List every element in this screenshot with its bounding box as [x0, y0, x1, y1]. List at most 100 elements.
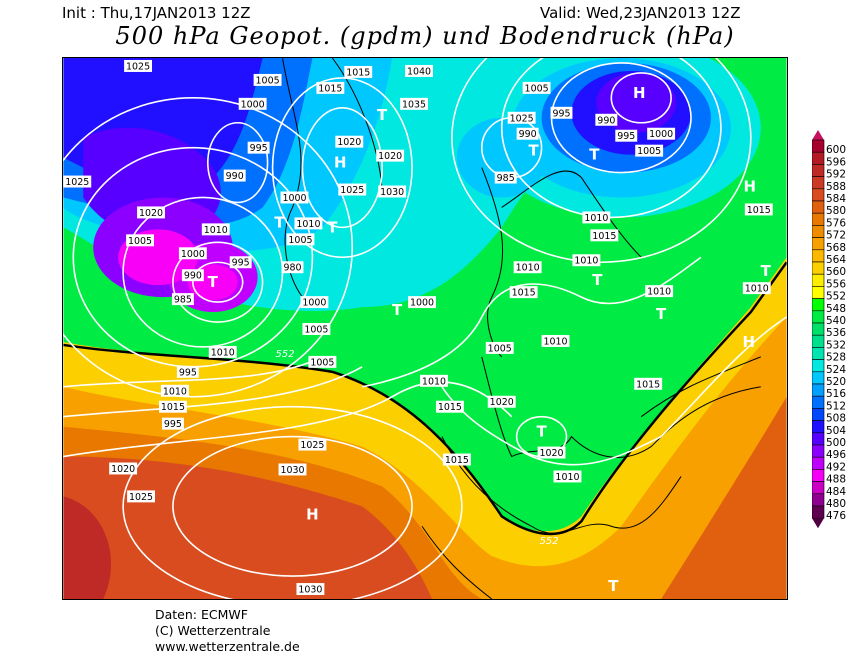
scale-label: 572 — [826, 230, 846, 242]
scale-swatch — [812, 469, 825, 482]
isobar-label-bg — [278, 463, 307, 476]
pressure-center-letter: T — [274, 213, 285, 231]
pressure-center-letter: H — [306, 505, 319, 523]
scale-swatch — [812, 212, 825, 226]
isobar-label-bg — [487, 395, 516, 408]
scale-label: 600 — [826, 144, 846, 156]
low-pressure-marker: T — [589, 146, 600, 164]
scale-label: 528 — [826, 352, 846, 364]
init-time: Init : Thu,17JAN2013 12Z — [62, 4, 251, 22]
isobar-label-text: 1025 — [65, 177, 89, 188]
pressure-center-letter: T — [327, 218, 338, 236]
isobar-label: 1005 — [635, 144, 664, 157]
isobar-label-text: 1015 — [445, 455, 469, 466]
isobar-label: 1025 — [127, 490, 155, 503]
scale-top-arrow — [812, 130, 824, 140]
isobar-label-text: 995 — [232, 258, 250, 269]
isobar-label: 990 — [223, 169, 246, 182]
isobar-label-bg — [400, 97, 428, 110]
scale-swatch — [812, 359, 825, 373]
isobar-label-bg — [550, 106, 573, 119]
isobar-label-text: 1020 — [111, 464, 135, 475]
isobar-label: 1025 — [124, 59, 153, 72]
pressure-center-letter: T — [589, 146, 600, 164]
scale-swatch — [812, 249, 825, 263]
isobar-label-text: 995 — [250, 143, 268, 154]
isobar-label: 1010 — [513, 261, 542, 274]
website-url[interactable]: www.wetterzentrale.de — [155, 639, 300, 654]
isobar-label-bg — [223, 169, 246, 182]
isobar-label: 1010 — [201, 223, 230, 236]
isobar-label: 980 — [281, 261, 304, 274]
isobar-label: 1010 — [582, 211, 611, 224]
isobar-label-bg — [201, 223, 230, 236]
isobar-label: 1030 — [296, 583, 325, 596]
isobar-label-bg — [335, 135, 364, 148]
pressure-center-letter: H — [633, 84, 646, 102]
isobar-label-bg — [742, 282, 771, 295]
isobar-label: 1025 — [298, 438, 327, 451]
isobar-label-text: 1015 — [318, 83, 342, 94]
scale-swatch — [812, 200, 825, 214]
isobar-label-text: 1010 — [555, 472, 579, 483]
low-pressure-marker: T — [392, 301, 403, 319]
isobar-label-text: 990 — [184, 271, 202, 282]
scale-label: 568 — [826, 242, 846, 254]
scale-swatch — [812, 481, 825, 495]
scale-label: 532 — [826, 339, 846, 351]
isobar-label-text: 980 — [283, 263, 301, 274]
isobar-label: 1010 — [553, 470, 582, 483]
isobar-label-bg — [181, 269, 204, 282]
isobar-label-text: 1010 — [296, 219, 320, 230]
low-pressure-marker: T — [528, 142, 539, 160]
low-pressure-marker: T — [608, 577, 619, 595]
isobar-label-bg — [63, 175, 92, 188]
isobar-label-text: 985 — [497, 173, 515, 184]
isobar-label-bg — [408, 296, 436, 309]
isobar-label-bg — [509, 286, 538, 299]
scale-label: 508 — [826, 413, 846, 425]
isobar-label: 1015 — [509, 286, 538, 299]
isobar-label-text: 1025 — [129, 492, 153, 503]
low-pressure-marker: T — [656, 305, 667, 323]
scale-label: 596 — [826, 156, 846, 168]
isobar-label: 995 — [615, 129, 638, 142]
isobar-label-text: 1015 — [747, 205, 771, 216]
isobar-label-bg — [420, 374, 448, 387]
isobar-label: 995 — [229, 256, 252, 269]
isobar-label-bg — [635, 144, 664, 157]
isobar-label: 1020 — [487, 395, 516, 408]
scale-label: 524 — [826, 364, 846, 376]
isobar-label: 1015 — [344, 65, 373, 78]
isobar-label: 1015 — [744, 203, 773, 216]
isobar-label: 1000 — [647, 127, 676, 140]
isobar-label-bg — [238, 97, 267, 110]
isobar-label-bg — [590, 229, 619, 242]
scale-label: 500 — [826, 437, 846, 449]
isobar-label: 1005 — [522, 81, 551, 94]
scale-label: 584 — [826, 193, 846, 205]
scale-label: 576 — [826, 217, 846, 229]
isobar-label: 995 — [176, 365, 199, 378]
isobar-label: 1020 — [137, 206, 165, 219]
scale-swatch — [812, 408, 825, 421]
scale-label: 504 — [826, 425, 846, 437]
isobar-label-text: 1030 — [298, 585, 322, 596]
isobar-label-text: 1025 — [340, 185, 364, 196]
isobar-label-text: 1035 — [402, 99, 426, 110]
isobar-label-bg — [553, 470, 582, 483]
scale-label: 516 — [826, 388, 846, 400]
pressure-center-letter: T — [208, 273, 219, 291]
isobar-label-bg — [281, 261, 304, 274]
isobar-label: 1010 — [420, 374, 448, 387]
scale-swatch — [812, 225, 825, 238]
low-pressure-marker: T — [536, 423, 547, 441]
contour-label: 552 — [276, 349, 295, 360]
scale-swatch — [812, 176, 825, 190]
isobar-label-text: 990 — [519, 129, 537, 140]
scale-swatch — [812, 334, 825, 348]
low-pressure-marker: T — [327, 218, 338, 236]
isobar-label-text: 1000 — [241, 99, 265, 110]
scale-swatch — [812, 444, 825, 458]
isobar-label: 990 — [181, 269, 204, 282]
